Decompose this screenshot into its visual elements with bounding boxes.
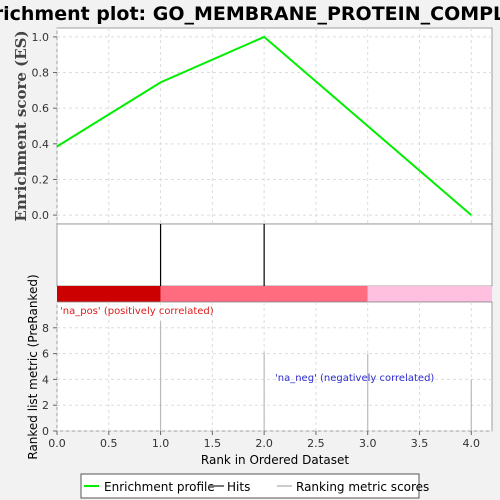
top-y-tick-label: 0.8 — [32, 67, 50, 80]
bottom-y-tick-label: 0 — [42, 425, 49, 438]
x-tick-label: 1.0 — [152, 437, 170, 450]
bottom-panel — [56, 301, 493, 432]
x-tick-label: 4.0 — [463, 437, 481, 450]
ranking-metric-bars — [159, 321, 472, 431]
x-tick-label: 2.5 — [307, 437, 325, 450]
x-tick-label: 1.5 — [204, 437, 222, 450]
bottom-y-axis-label: Ranked list metric (PreRanked) — [26, 274, 40, 459]
hit-markers — [159, 224, 265, 286]
x-tick-label: 3.0 — [359, 437, 377, 450]
bottom-y-tick-label: 6 — [42, 348, 49, 361]
top-y-tick-label: 0.6 — [32, 102, 50, 115]
x-axis-label: Rank in Ordered Dataset — [201, 453, 349, 467]
enrichment-profile-line — [56, 35, 472, 216]
bottom-y-tick-label: 4 — [42, 373, 49, 386]
x-tick-label: 2.0 — [255, 437, 273, 450]
x-tick-label: 0.0 — [48, 437, 66, 450]
bottom-grid — [56, 302, 492, 432]
legend-hits-label: Hits — [227, 480, 250, 494]
legend-box — [80, 473, 420, 499]
pos-correlation-note: 'na_pos' (positively correlated) — [60, 306, 214, 317]
top-y-axis-label: Enrichment score (ES) — [12, 30, 30, 221]
heatmap-segment — [57, 286, 161, 302]
x-tick-label: 3.5 — [411, 437, 429, 450]
top-y-tick-label: 0.0 — [32, 209, 50, 222]
top-y-tick-label: 0.4 — [32, 138, 50, 151]
heatmap-segment — [160, 286, 368, 302]
bottom-y-tick-label: 8 — [42, 322, 49, 335]
legend-enrichment-label: Enrichment profile — [104, 480, 215, 494]
top-y-ticks: 0.0 0.2 0.4 0.6 0.8 1.0 — [32, 31, 57, 222]
top-y-tick-label: 1.0 — [32, 31, 50, 44]
top-panel — [56, 27, 493, 225]
legend-ranking-label: Ranking metric scores — [296, 480, 429, 494]
neg-correlation-note: 'na_neg' (negatively correlated) — [275, 373, 434, 384]
chart-title: Enrichment plot: GO_MEMBRANE_PROTEIN_COM… — [0, 3, 500, 25]
top-y-tick-label: 0.2 — [32, 173, 50, 186]
heatmap-segment — [367, 286, 492, 302]
x-axis-ticks: 0.0 0.5 1.0 1.5 2.0 2.5 3.0 3.5 4.0 — [48, 431, 480, 450]
ranking-heatmap — [57, 286, 492, 303]
x-tick-label: 0.5 — [100, 437, 118, 450]
bottom-y-tick-label: 2 — [42, 399, 49, 412]
top-grid — [56, 28, 492, 224]
bottom-y-ticks: 0 2 4 6 8 — [42, 322, 57, 438]
hits-panel — [56, 223, 493, 287]
